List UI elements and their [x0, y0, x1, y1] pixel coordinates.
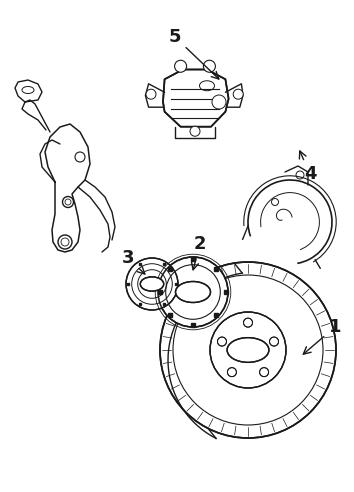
Circle shape	[210, 312, 286, 388]
Ellipse shape	[140, 277, 164, 291]
Circle shape	[175, 60, 187, 72]
Ellipse shape	[227, 338, 269, 362]
Ellipse shape	[176, 281, 211, 303]
Circle shape	[160, 262, 336, 438]
Circle shape	[158, 257, 228, 327]
Circle shape	[269, 337, 279, 346]
Polygon shape	[163, 69, 229, 127]
Circle shape	[190, 126, 200, 136]
Circle shape	[233, 89, 243, 99]
Circle shape	[244, 318, 252, 327]
Circle shape	[212, 95, 226, 109]
Text: 4: 4	[299, 151, 316, 183]
Circle shape	[126, 258, 178, 310]
Text: 5: 5	[169, 28, 219, 79]
Circle shape	[217, 337, 227, 346]
Text: 1: 1	[303, 318, 341, 354]
Text: 2: 2	[192, 235, 206, 270]
Circle shape	[227, 368, 236, 377]
Circle shape	[204, 60, 215, 72]
Circle shape	[146, 89, 156, 99]
Circle shape	[259, 368, 269, 377]
Text: 3: 3	[122, 249, 145, 274]
